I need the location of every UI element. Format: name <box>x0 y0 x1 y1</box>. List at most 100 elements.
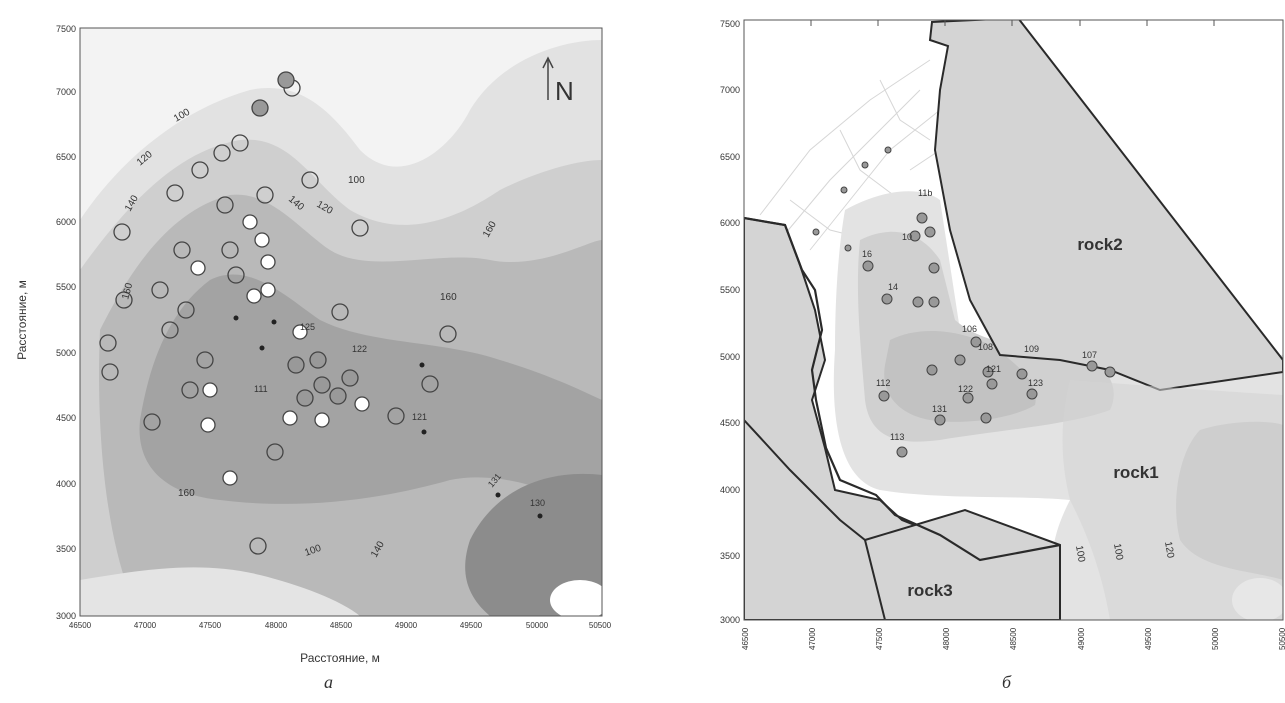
y-tick: 7000 <box>56 87 76 97</box>
rock3-block <box>863 508 1061 620</box>
well-cross <box>202 382 218 398</box>
well-filled <box>341 369 359 387</box>
contour-band-inner <box>884 330 1036 422</box>
x-axis-label: Расстояние, м <box>300 651 380 665</box>
well-circle <box>387 407 405 425</box>
well-markers-cross <box>190 214 370 486</box>
y-tick: 3000 <box>720 615 740 625</box>
well-circle <box>216 196 234 214</box>
well-label: 108 <box>978 342 993 352</box>
well-filled <box>986 378 998 390</box>
well-dot <box>421 429 427 435</box>
y-axis-label: Расстояние, м <box>15 280 29 360</box>
grid-cell-line <box>879 79 931 141</box>
well-label: 121 <box>986 364 1001 374</box>
region-label-rock1: rock1 <box>1113 463 1158 482</box>
x-tick: 47000 <box>134 621 157 630</box>
well-filled <box>954 354 966 366</box>
contour-label: 120 <box>1162 541 1176 560</box>
y-tick: 4000 <box>720 485 740 495</box>
panel-b-svg: rock2 rock1 rock3 100 100 120 11b 10 16 … <box>720 19 1285 650</box>
well-circle <box>191 161 209 179</box>
well-label: 109 <box>1024 344 1039 354</box>
well-filled <box>251 99 269 117</box>
region-label-rock2: rock2 <box>1077 235 1122 254</box>
well-label: 122 <box>958 384 973 394</box>
well-filled <box>896 446 908 458</box>
well-circle <box>173 241 191 259</box>
well-filled <box>884 146 892 154</box>
x-tick: 48500 <box>330 621 353 630</box>
well-circle <box>99 334 117 352</box>
well-dot <box>259 345 265 351</box>
contour-band-5 <box>139 274 602 520</box>
well-cross <box>254 232 270 248</box>
well-cross <box>222 470 238 486</box>
well-filled <box>912 296 924 308</box>
well-circle <box>266 443 284 461</box>
well-circle <box>213 144 231 162</box>
well-filled <box>287 356 305 374</box>
y-tick: 4500 <box>56 413 76 423</box>
well-circle <box>113 223 131 241</box>
well-label: 130 <box>530 498 545 508</box>
well-cross <box>246 288 262 304</box>
well-circle <box>331 303 349 321</box>
well-filled <box>812 228 820 236</box>
panel-b-frame <box>743 19 1284 621</box>
well-circle <box>166 184 184 202</box>
boundary-line-left <box>744 216 1061 562</box>
y-tick: 3000 <box>56 611 76 621</box>
well-circle <box>161 321 179 339</box>
well-filled <box>1104 366 1116 378</box>
well-dot <box>271 319 277 325</box>
well-label: 111 <box>254 384 268 394</box>
well-filled <box>861 161 869 169</box>
well-markers <box>99 79 457 555</box>
x-tick: 46500 <box>69 621 92 630</box>
y-tick: 5000 <box>720 352 740 362</box>
well-circle <box>177 301 195 319</box>
rock2-polygon <box>928 20 1283 392</box>
panel-b-wells <box>812 146 1116 458</box>
well-label: 16 <box>862 249 872 259</box>
well-filled <box>862 260 874 272</box>
well-label: 112 <box>876 378 890 388</box>
well-filled <box>1016 368 1028 380</box>
grid-cell-line <box>839 129 901 201</box>
well-filled <box>329 387 347 405</box>
well-filled <box>309 351 327 369</box>
well-filled <box>1086 360 1098 372</box>
contour-label: 100 <box>1073 545 1087 564</box>
well-cross <box>354 396 370 412</box>
well-filled <box>313 376 331 394</box>
contour-band-low-left <box>80 567 360 616</box>
well-dot <box>233 315 239 321</box>
north-label: N <box>555 76 574 106</box>
contour-label: 160 <box>440 292 457 303</box>
well-filled <box>844 244 852 252</box>
x-tick: 49000 <box>395 621 418 630</box>
x-tick: 49500 <box>1144 627 1153 650</box>
contour-band-high <box>550 580 602 616</box>
well-dot <box>537 513 543 519</box>
well-cross <box>314 412 330 428</box>
well-filled <box>982 366 994 378</box>
well-label: 107 <box>1082 350 1097 360</box>
y-tick: 4000 <box>56 479 76 489</box>
x-tick: 50000 <box>526 621 549 630</box>
grid-cell-line <box>759 59 931 216</box>
well-cross <box>200 417 216 433</box>
x-tick: 49000 <box>1077 627 1086 650</box>
well-dot <box>419 362 425 368</box>
well-center-dots <box>233 315 543 519</box>
well-filled <box>916 212 928 224</box>
well-label: 122 <box>352 344 367 354</box>
well-filled <box>878 390 890 402</box>
x-tick: 48000 <box>265 621 288 630</box>
x-tick: 47000 <box>808 627 817 650</box>
x-tick: 50500 <box>1278 627 1285 650</box>
y-tick: 4500 <box>720 418 740 428</box>
x-tick: 48000 <box>942 627 951 650</box>
well-cross <box>242 214 258 230</box>
